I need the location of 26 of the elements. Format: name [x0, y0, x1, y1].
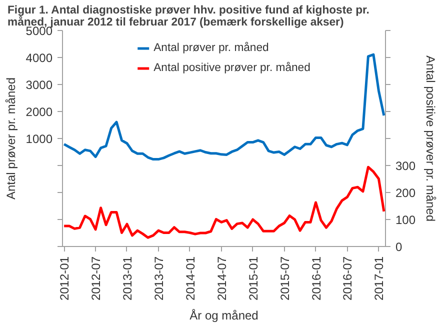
legend-label: Antal prøver pr. måned	[154, 42, 269, 54]
x-axis-title: År og måned	[190, 308, 258, 323]
x-tick-label: 2015-01	[246, 256, 260, 301]
x-tick-label: 2012-07	[89, 256, 104, 301]
y-tick-label: 1000	[26, 132, 53, 146]
y2-tick-label: 200	[396, 186, 416, 200]
x-tick-label: 2017-01	[372, 256, 386, 301]
y-tick-label: 4000	[26, 51, 53, 65]
x-tick-label: 2012-01	[58, 256, 72, 301]
x-tick-label: 2016-07	[340, 256, 355, 301]
x-tick-label: 2013-07	[152, 256, 166, 301]
y2-tick-label: 100	[396, 213, 416, 227]
line-series	[62, 166, 386, 239]
line-series	[62, 53, 386, 161]
legend-label: Antal positive prøver pr. måned	[154, 62, 310, 74]
y2-tick-label: 0	[396, 240, 402, 254]
y-tick-label: 3000	[26, 78, 53, 92]
x-tick-label: 2015-07	[278, 256, 292, 301]
y-tick-label: 2000	[26, 105, 53, 119]
y2-tick-label: 300	[396, 159, 416, 173]
x-tick-label: 2014-01	[183, 256, 198, 301]
y2-axis-title: Antal positive prøver pr. måned	[424, 55, 438, 222]
x-tick-label: 2016-01	[309, 256, 324, 301]
y-axis-title: Antal prøver pr. måned	[4, 77, 18, 200]
x-tick-label: 2014-07	[214, 256, 229, 301]
x-tick-label: 2013-01	[120, 256, 134, 301]
